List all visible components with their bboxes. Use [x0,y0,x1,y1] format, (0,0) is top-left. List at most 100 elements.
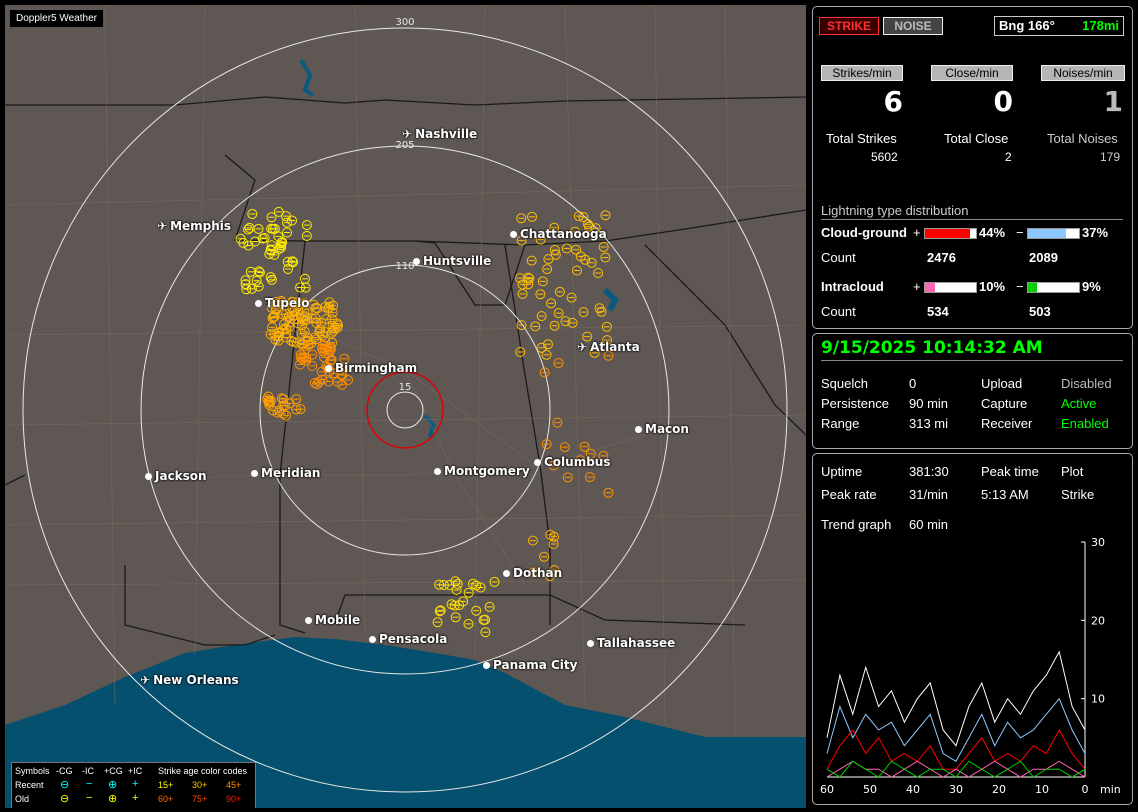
x-tick-label: 10 [1035,783,1049,796]
strike-marker [324,297,335,308]
lightning-map[interactable]: 300 205 110 15 Doppler5 Weather ✈ Nashvil… [5,5,806,808]
strike-marker [480,614,491,625]
strike-marker [291,404,302,415]
strike-marker [273,206,284,217]
city-name: Nashville [415,127,478,141]
upload-label: Upload [981,376,1023,391]
strike-marker [276,242,287,253]
ic-positive-bar [924,282,977,293]
strike-marker [266,274,277,285]
ic-negative-pct: 9% [1082,279,1101,294]
city-name: Pensacola [379,632,448,646]
dot-icon [534,459,541,466]
peak-rate-label: Peak rate [821,487,877,502]
strike-marker [337,379,348,390]
strike-marker [253,266,264,277]
strike-marker [549,320,560,331]
dot-icon [503,570,510,577]
strike-marker [287,215,297,226]
city-name: Panama City [493,658,578,672]
strike-marker [575,455,586,466]
strike-marker [539,551,550,562]
city-new-orleans: ✈ New Orleans [140,673,239,687]
strike-marker [332,322,343,333]
strike-button[interactable]: STRIKE [819,17,879,35]
strike-marker [312,379,323,390]
strike-marker [450,576,461,587]
strike-marker [549,245,560,255]
trend-series-2 [826,728,1086,770]
strike-marker [523,279,534,290]
legend-col: -IC [82,766,94,776]
ic-plus-sign: + [913,279,921,294]
total-close-value: 2 [1005,150,1012,164]
strike-marker [590,223,601,234]
x-tick-label: 30 [949,783,963,796]
trend-series-1 [826,697,1086,762]
uptime-value: 381:30 [909,464,949,479]
strike-marker [253,281,264,292]
range-value: 313 mi [909,416,949,431]
strike-marker [452,578,463,589]
strike-marker [282,217,292,228]
y-tick-label: 20 [1091,614,1105,627]
intracloud-label: Intracloud [821,279,884,294]
city-name: Mobile [315,613,361,627]
strike-marker [308,299,319,310]
cg-count-label: Count [821,250,856,265]
strike-marker [306,338,317,349]
strikes-per-min-button[interactable]: Strikes/min [821,65,903,81]
strikes-per-min-value: 6 [883,85,903,118]
capture-value: Active [1061,396,1097,411]
strike-marker [309,378,320,388]
strike-marker [543,339,553,350]
strike-marker [560,316,571,327]
total-strikes-label: Total Strikes [826,131,897,146]
strike-marker [583,221,594,232]
city-columbus: Columbus [534,455,611,469]
ic-negative-bar [1027,282,1080,293]
strike-marker [276,296,287,306]
ring-label: 15 [399,382,412,393]
strike-marker [548,539,559,549]
total-close-label: Total Close [944,131,1009,146]
trend-graph-value: 60 min [909,517,949,532]
strike-marker [288,310,299,321]
plus-cg-recent-icon: ⊕ [108,779,118,791]
strike-marker [553,308,564,319]
strike-marker [541,349,552,360]
strike-marker [585,448,596,459]
strike-marker [284,398,295,409]
strike-marker [553,358,564,369]
noise-button[interactable]: NOISE [883,17,943,35]
city-name: Huntsville [423,254,492,268]
strike-marker [281,410,292,421]
strike-marker [517,288,528,299]
total-noises-value: 179 [1100,150,1121,164]
strike-marker [243,224,254,235]
city-name: Jackson [155,469,207,483]
strike-marker [327,321,338,331]
strike-marker [548,460,559,471]
strike-marker [554,286,565,297]
receiver-label: Receiver [981,416,1033,431]
strike-marker [316,366,327,377]
legend-col: -CG [56,766,73,776]
strike-marker [536,342,547,353]
strike-marker [271,305,281,316]
ic-minus-sign: − [1016,279,1024,294]
age-code: 90+ [226,794,242,804]
strike-marker [593,268,604,278]
strike-marker [287,303,298,313]
strike-marker [582,331,593,342]
minus-cg-old-icon: ⊖ [60,793,70,805]
noises-per-min-button[interactable]: Noises/min [1041,65,1125,81]
city-name: Atlanta [590,340,640,354]
close-per-min-button[interactable]: Close/min [931,65,1013,81]
strike-marker [543,254,554,265]
age-code: 75+ [192,794,208,804]
legend-row: Old [15,794,30,804]
plot-value[interactable]: Strike [1061,487,1095,502]
strike-marker [278,408,289,419]
strike-marker [516,235,527,246]
